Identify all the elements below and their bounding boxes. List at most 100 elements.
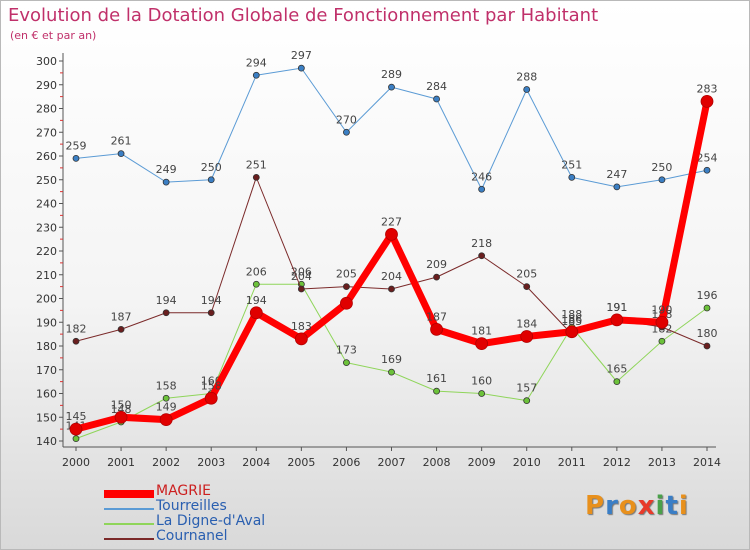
data-label-cournanel: 194 [156, 294, 177, 307]
data-point-tourreilles [703, 166, 711, 174]
data-point-la-digne-d-aval [162, 394, 170, 402]
data-label-cournanel: 187 [111, 310, 132, 323]
data-point-magrie [700, 94, 714, 108]
y-tick-label: 160 [36, 388, 57, 401]
data-point-magrie [159, 413, 173, 427]
data-point-cournanel [343, 283, 350, 291]
data-label-magrie: 149 [156, 401, 177, 414]
legend-swatch [104, 508, 154, 510]
data-label-cournanel: 218 [471, 237, 492, 250]
data-label-tourreilles: 294 [246, 56, 267, 69]
data-point-magrie [610, 313, 624, 327]
y-tick-label: 290 [36, 79, 57, 92]
y-tick-label: 260 [36, 150, 57, 163]
data-point-cournanel [433, 273, 440, 281]
x-tick-label: 2006 [332, 456, 360, 469]
x-tick-label: 2014 [693, 456, 721, 469]
x-tick-label: 2004 [242, 456, 270, 469]
data-label-cournanel: 251 [246, 158, 267, 171]
data-label-tourreilles: 249 [156, 163, 177, 176]
data-label-cournanel: 191 [606, 301, 627, 314]
data-point-la-digne-d-aval [523, 397, 531, 405]
data-label-la-digne-d-aval: 160 [471, 375, 492, 388]
data-label-magrie: 145 [66, 410, 87, 423]
data-point-tourreilles [388, 83, 395, 91]
data-label-la-digne-d-aval: 161 [426, 372, 447, 385]
x-tick-label: 2011 [558, 456, 586, 469]
data-point-magrie [294, 332, 308, 346]
data-label-cournanel: 182 [66, 322, 87, 335]
data-label-magrie: 227 [381, 215, 402, 228]
data-label-magrie: 194 [246, 294, 267, 307]
x-tick-label: 2001 [107, 456, 135, 469]
data-point-cournanel [117, 325, 125, 333]
data-point-tourreilles [568, 173, 576, 181]
data-label-magrie: 187 [426, 310, 447, 323]
data-label-magrie: 186 [561, 313, 582, 326]
y-tick-label: 140 [36, 435, 57, 448]
data-label-cournanel: 205 [336, 268, 357, 281]
data-label-la-digne-d-aval: 169 [381, 353, 402, 366]
data-label-cournanel: 180 [697, 327, 718, 340]
data-point-magrie [475, 337, 489, 351]
data-label-cournanel: 185 [561, 315, 582, 328]
data-label-la-digne-d-aval: 173 [336, 344, 357, 357]
legend-label: La Digne-d'Aval [156, 513, 266, 529]
x-tick-label: 2003 [197, 456, 225, 469]
legend-label: Cournanel [156, 528, 228, 544]
data-label-magrie: 183 [291, 320, 312, 333]
data-label-tourreilles: 246 [471, 170, 492, 183]
data-label-magrie: 181 [471, 325, 492, 338]
data-label-magrie: 158 [201, 379, 222, 392]
y-tick-label: 230 [36, 221, 57, 234]
data-point-magrie [249, 306, 263, 320]
y-tick-label: 220 [36, 245, 57, 258]
data-label-tourreilles: 270 [336, 113, 357, 126]
data-point-tourreilles [297, 64, 305, 72]
data-point-tourreilles [613, 183, 621, 191]
data-label-cournanel: 194 [201, 294, 222, 307]
y-tick-label: 200 [36, 293, 57, 306]
data-point-magrie [430, 322, 443, 336]
data-label-tourreilles: 261 [111, 135, 132, 148]
data-label-magrie: 190 [651, 303, 672, 316]
logo-letter: i [678, 491, 689, 521]
data-label-la-digne-d-aval: 165 [606, 363, 627, 376]
legend-swatch [104, 523, 154, 525]
data-point-magrie [655, 315, 669, 329]
data-label-tourreilles: 247 [606, 168, 627, 181]
logo-letter: P [585, 491, 606, 521]
legend-swatch [104, 538, 154, 540]
data-point-tourreilles [117, 150, 125, 158]
data-point-cournanel [72, 337, 80, 345]
x-tick-label: 2000 [62, 456, 90, 469]
legend-label: MAGRIE [156, 483, 211, 499]
logo-letter: r [605, 491, 619, 521]
data-point-cournanel [207, 309, 215, 317]
data-label-cournanel: 209 [426, 258, 447, 271]
data-label-tourreilles: 250 [651, 161, 672, 174]
logo-letter: t [665, 491, 679, 521]
x-tick-label: 2010 [513, 456, 541, 469]
data-point-magrie [340, 296, 353, 310]
data-point-la-digne-d-aval [72, 435, 80, 443]
data-point-tourreilles [252, 71, 260, 79]
data-label-tourreilles: 250 [201, 161, 222, 174]
data-point-la-digne-d-aval [613, 378, 621, 386]
data-label-tourreilles: 288 [516, 71, 537, 84]
data-label-la-digne-d-aval: 157 [516, 382, 537, 395]
data-point-magrie [565, 325, 579, 339]
data-point-tourreilles [343, 128, 350, 136]
data-label-tourreilles: 259 [66, 139, 87, 152]
x-tick-label: 2012 [603, 456, 631, 469]
data-point-cournanel [388, 285, 395, 293]
chart-subtitle: (en € et par an) [10, 29, 97, 42]
y-tick-label: 170 [36, 364, 57, 377]
data-point-la-digne-d-aval [703, 304, 711, 312]
data-label-cournanel: 204 [291, 270, 312, 283]
data-point-la-digne-d-aval [252, 280, 260, 288]
y-tick-label: 210 [36, 269, 57, 282]
x-tick-label: 2005 [287, 456, 315, 469]
data-point-la-digne-d-aval [658, 337, 666, 345]
